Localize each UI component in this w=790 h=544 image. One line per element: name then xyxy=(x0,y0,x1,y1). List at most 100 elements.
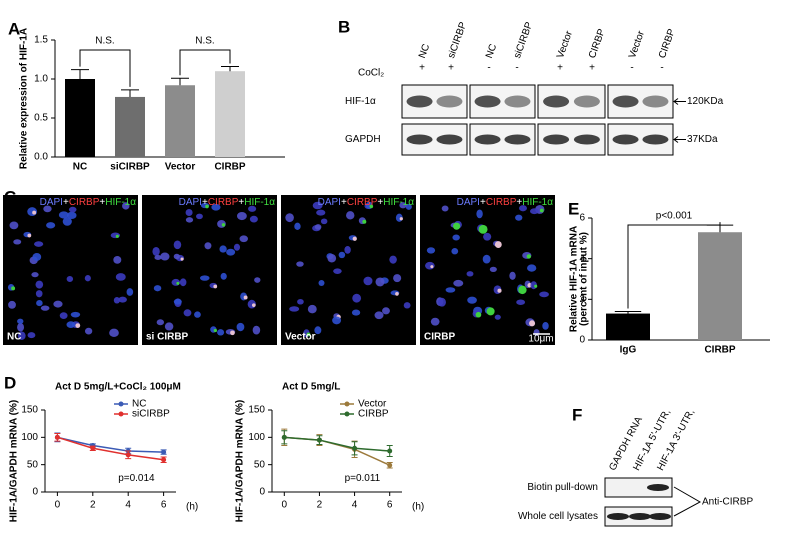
signal xyxy=(230,330,235,336)
lane-label: CIRBP xyxy=(657,27,678,60)
nucleus xyxy=(482,254,491,264)
nucleus xyxy=(113,297,120,304)
nucleus xyxy=(115,273,126,281)
bar xyxy=(115,96,145,157)
nucleus xyxy=(109,328,119,338)
signal xyxy=(529,320,536,327)
x-axis-label: (h) xyxy=(186,502,198,513)
nucleus xyxy=(68,206,77,213)
y-tick-label: 100 xyxy=(248,432,265,443)
legend-marker xyxy=(118,401,124,407)
signal xyxy=(399,217,403,221)
nucleus xyxy=(204,242,212,250)
nucleus xyxy=(483,232,492,241)
size-label: 120KDa xyxy=(687,96,724,107)
nucleus xyxy=(236,322,245,332)
nucleus xyxy=(173,240,182,250)
nucleus xyxy=(254,277,261,283)
stain-part: + xyxy=(99,197,105,208)
data-point xyxy=(387,462,393,468)
x-tick-label: NC xyxy=(73,162,87,173)
nucleus xyxy=(84,327,93,335)
antibody-label: Anti-CIRBP xyxy=(702,497,753,508)
data-point xyxy=(125,452,131,458)
signal xyxy=(27,233,32,238)
nucleus xyxy=(9,221,19,230)
data-point xyxy=(161,449,167,455)
y-axis-label: Relative expression of HIF-1A xyxy=(19,28,30,169)
nucleus xyxy=(53,300,63,308)
treatment-sign: - xyxy=(630,63,633,74)
signal xyxy=(453,222,461,230)
nucleus xyxy=(173,253,180,260)
signal xyxy=(32,210,37,215)
y-tick-label: 100 xyxy=(21,432,38,443)
nucleus xyxy=(515,214,523,221)
nucleus xyxy=(58,211,69,219)
stain-part: + xyxy=(516,197,522,208)
nucleus xyxy=(226,248,236,256)
nucleus xyxy=(320,218,328,225)
annotation: N.S. xyxy=(95,36,114,47)
nucleus xyxy=(425,261,435,270)
annotation: p<0.001 xyxy=(656,211,693,222)
signal xyxy=(430,265,434,269)
nucleus xyxy=(466,271,474,277)
lane-label: NC xyxy=(484,43,499,60)
stain-part: CIRBP xyxy=(69,197,100,208)
nucleus xyxy=(489,266,497,272)
nucleus xyxy=(441,205,449,212)
nucleus xyxy=(338,251,346,259)
image-label: Vector xyxy=(285,332,316,343)
treatment-sign: + xyxy=(589,63,595,74)
bar xyxy=(65,79,95,157)
stain-part: + xyxy=(238,197,244,208)
blot-band xyxy=(406,95,433,108)
stain-part: CIRBP xyxy=(486,197,517,208)
size-arrow xyxy=(673,136,686,143)
nucleus xyxy=(327,254,337,263)
nucleus xyxy=(32,252,42,261)
signal xyxy=(478,224,488,234)
lane-label: CIRBP xyxy=(587,27,608,60)
nucleus xyxy=(296,261,304,267)
row-label: Biotin pull-down xyxy=(527,482,598,493)
y-tick-label: 1.0 xyxy=(34,74,48,85)
blot-band xyxy=(504,95,531,108)
nucleus xyxy=(453,279,464,287)
blot-band xyxy=(474,134,501,145)
signal xyxy=(539,208,544,213)
nucleus xyxy=(249,215,258,223)
signal xyxy=(176,281,180,285)
chart-title: Act D 5mg/L xyxy=(282,382,340,393)
nucleus xyxy=(519,205,527,212)
nucleus xyxy=(405,203,412,210)
nucleus xyxy=(196,213,203,220)
nucleus xyxy=(35,280,44,289)
nucleus xyxy=(70,311,81,318)
signal xyxy=(518,285,527,295)
data-point xyxy=(161,457,167,463)
blot-band xyxy=(607,513,629,520)
blot-band xyxy=(504,134,531,145)
signal xyxy=(369,204,374,209)
nucleus xyxy=(17,331,26,340)
blot-band xyxy=(612,95,639,108)
nucleus xyxy=(314,326,322,335)
nucleus xyxy=(156,319,165,326)
nucleus xyxy=(236,211,247,221)
nucleus xyxy=(494,314,501,320)
nucleus xyxy=(185,209,193,216)
nucleus xyxy=(476,209,483,219)
row-label: GAPDH xyxy=(345,134,381,145)
nucleus xyxy=(248,205,257,212)
y-tick-label: 150 xyxy=(21,405,38,416)
nucleus xyxy=(152,246,160,256)
nucleus xyxy=(312,201,323,210)
nucleus xyxy=(36,300,43,307)
treatment-sign: + xyxy=(419,63,425,74)
x-tick-label: 2 xyxy=(90,500,96,511)
y-tick-label: 0 xyxy=(32,487,38,498)
nucleus xyxy=(194,311,201,318)
y-tick-label: 0 xyxy=(259,487,265,498)
